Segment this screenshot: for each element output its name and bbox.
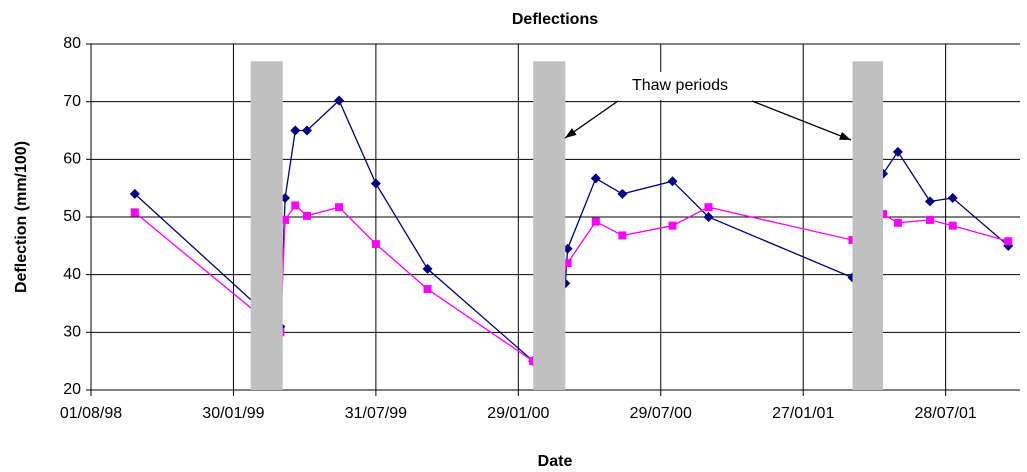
marker (948, 221, 957, 230)
marker (591, 217, 600, 226)
y-tick-label: 80 (63, 35, 81, 52)
marker (281, 215, 290, 224)
marker (371, 240, 380, 249)
arrow-head (565, 128, 577, 138)
marker (618, 231, 627, 240)
marker (703, 212, 714, 222)
x-tick-label: 31/07/99 (345, 405, 407, 422)
annotation: Thaw periods (632, 77, 728, 94)
x-tick-label: 30/01/99 (202, 405, 264, 422)
marker (893, 218, 902, 227)
marker (422, 263, 433, 274)
x-axis-label: Date (538, 453, 573, 470)
thaw-period (250, 61, 283, 391)
marker (130, 208, 139, 217)
marker (290, 125, 301, 136)
marker (303, 211, 312, 220)
marker (1004, 237, 1013, 246)
marker (947, 192, 958, 203)
x-tick-label: 28/07/01 (915, 405, 977, 422)
marker (129, 188, 140, 199)
y-tick-label: 70 (63, 93, 81, 110)
marker (291, 201, 300, 210)
x-tick-label: 29/01/00 (487, 405, 549, 422)
marker (704, 203, 713, 212)
x-tick-label: 01/08/98 (60, 405, 122, 422)
marker (302, 125, 313, 136)
x-tick-label: 27/01/01 (772, 405, 834, 422)
y-tick-label: 50 (63, 208, 81, 225)
y-tick-label: 20 (63, 381, 81, 398)
marker (590, 173, 601, 184)
thaw-period (852, 61, 884, 391)
y-tick-label: 40 (63, 266, 81, 283)
y-axis-label: Deflection (mm/100) (13, 141, 30, 293)
marker (563, 259, 572, 268)
marker (335, 203, 344, 212)
marker (668, 221, 677, 230)
chart-title: Deflections (512, 11, 598, 28)
thaw-period (533, 61, 566, 391)
marker (334, 95, 345, 106)
annotation-box (605, 72, 755, 100)
marker (370, 178, 381, 189)
marker (892, 146, 903, 157)
y-tick-label: 60 (63, 151, 81, 168)
arrow-head (839, 132, 851, 140)
arrow (751, 100, 852, 141)
marker (924, 196, 935, 207)
marker (423, 285, 432, 294)
x-tick-label: 29/07/00 (630, 405, 692, 422)
marker (617, 188, 628, 199)
marker (925, 215, 934, 224)
marker (667, 176, 678, 187)
y-tick-label: 30 (63, 324, 81, 341)
